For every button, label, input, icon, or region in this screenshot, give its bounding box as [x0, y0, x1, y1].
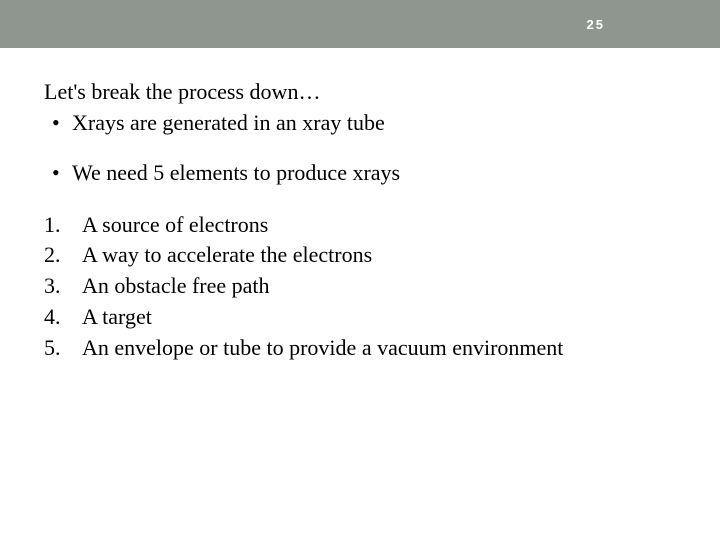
number-label: 2. — [44, 240, 82, 270]
numbered-item-3: 3. An obstacle free path — [44, 271, 676, 301]
number-text: A source of electrons — [82, 210, 676, 240]
number-label: 4. — [44, 302, 82, 332]
number-label: 3. — [44, 271, 82, 301]
numbered-item-4: 4. A target — [44, 302, 676, 332]
numbered-item-2: 2. A way to accelerate the electrons — [44, 240, 676, 270]
slide-number: 25 — [587, 17, 605, 32]
numbered-item-5: 5. An envelope or tube to provide a vacu… — [44, 333, 676, 363]
slide-content: Let's break the process down… Xrays are … — [0, 48, 720, 362]
numbered-list: 1. A source of electrons 2. A way to acc… — [44, 210, 676, 362]
number-text: An envelope or tube to provide a vacuum … — [82, 333, 676, 363]
number-text: A target — [82, 302, 676, 332]
number-text: A way to accelerate the electrons — [82, 240, 676, 270]
header-bar: 25 — [0, 0, 720, 48]
numbered-item-1: 1. A source of electrons — [44, 210, 676, 240]
intro-text: Let's break the process down… — [44, 78, 676, 107]
number-text: An obstacle free path — [82, 271, 676, 301]
number-label: 1. — [44, 210, 82, 240]
bullet-item-2: We need 5 elements to produce xrays — [44, 159, 676, 188]
number-label: 5. — [44, 333, 82, 363]
bullet-item-1: Xrays are generated in an xray tube — [44, 109, 676, 138]
